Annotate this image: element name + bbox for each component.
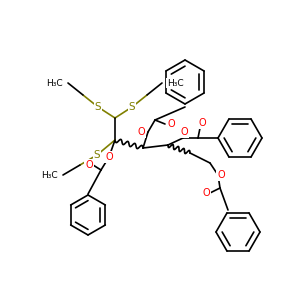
Text: O: O [217,170,225,180]
Text: O: O [105,152,113,162]
Text: O: O [198,118,206,128]
Text: H₃C: H₃C [167,79,184,88]
Text: H₃C: H₃C [46,79,63,88]
Text: S: S [94,150,100,160]
Text: O: O [168,119,176,129]
Text: O: O [180,127,188,137]
Text: H₃C: H₃C [41,170,58,179]
Text: O: O [202,188,210,198]
Text: S: S [129,102,135,112]
Text: S: S [95,102,101,112]
Text: O: O [137,127,145,137]
Text: O: O [85,160,93,170]
